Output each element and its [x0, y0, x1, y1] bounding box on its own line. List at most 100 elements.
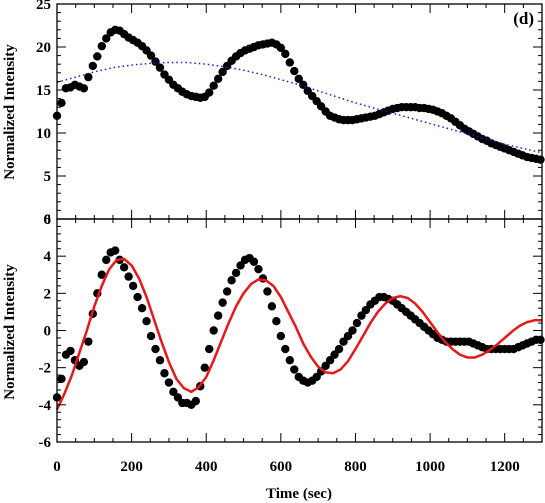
bottom-data-point	[164, 378, 174, 387]
top-data-point	[79, 84, 89, 93]
bottom-data-point	[285, 356, 294, 365]
bottom-data-point	[119, 263, 129, 272]
top-y-ticks: 0 5 10 15 20 25	[36, 0, 542, 228]
top-data-point	[205, 88, 214, 97]
bottom-y-ticks: -6 -4 -2 0 2 4 6	[39, 212, 542, 451]
bottom-data-point	[160, 369, 169, 378]
bottom-y-tick-label: -6	[39, 435, 52, 451]
top-data-point	[536, 155, 545, 164]
top-data-point	[93, 52, 102, 61]
bottom-data-point	[290, 365, 299, 374]
bottom-data-point	[227, 276, 236, 285]
bottom-data-point	[142, 317, 151, 326]
top-data-point	[146, 51, 156, 60]
bottom-data-point	[111, 246, 120, 255]
bottom-data-point	[254, 264, 263, 274]
x-tick-label: 0	[53, 459, 61, 475]
bottom-data-point	[312, 372, 321, 382]
x-tick-label: 1200	[490, 459, 520, 475]
top-y-tick-label: 10	[36, 126, 51, 142]
bottom-data-point	[128, 281, 138, 291]
bottom-y-tick-label: -4	[39, 398, 52, 414]
x-tick-label: 200	[120, 459, 143, 475]
bottom-data-point	[191, 396, 200, 406]
bottom-data-point	[352, 318, 362, 328]
bottom-data-point	[218, 298, 227, 307]
top-data-point	[88, 61, 98, 71]
bottom-data-point	[357, 311, 366, 320]
bottom-data-point	[276, 331, 286, 341]
top-data-point	[57, 98, 66, 108]
top-data-point	[102, 34, 111, 43]
bottom-data-point	[57, 374, 66, 384]
top-data-point	[84, 72, 93, 82]
bottom-data-point	[205, 344, 214, 354]
bottom-data-point	[146, 331, 156, 341]
x-tick-label: 400	[195, 459, 218, 475]
bottom-data-point	[102, 255, 111, 265]
x-axis-title: Time (sec)	[266, 486, 332, 502]
top-data-point	[276, 43, 286, 53]
bottom-data-point	[321, 361, 330, 371]
bottom-plot-frame	[56, 218, 543, 443]
bottom-data-point	[151, 344, 160, 354]
top-y-tick-label: 0	[44, 212, 52, 228]
bottom-panel: -6 -4 -2 0 2 4 6 0 200 400 600 800 1000 1200 Time (s…	[2, 212, 545, 502]
top-y-tick-label: 5	[44, 169, 52, 185]
bottom-x-ticks: 0 200 400 600 800 1000 1200	[53, 219, 543, 475]
top-data-point	[155, 63, 165, 72]
top-x-ticks	[56, 4, 543, 219]
bottom-data-point	[155, 356, 165, 365]
top-data-point	[285, 58, 294, 67]
bottom-data-point	[213, 311, 223, 320]
bottom-data-point	[231, 268, 241, 278]
bottom-data-point	[343, 331, 353, 341]
top-data-point	[218, 67, 227, 77]
bottom-data-point	[84, 337, 93, 346]
bottom-data-point	[173, 393, 183, 402]
bottom-fit-curve	[55, 257, 542, 411]
top-data-point	[294, 74, 303, 84]
top-data-point	[97, 41, 106, 51]
top-y-tick-label: 20	[36, 40, 51, 56]
bottom-data-point	[330, 350, 339, 359]
bottom-data-point	[222, 287, 232, 296]
top-data-point	[290, 66, 299, 76]
bottom-data-point	[348, 326, 357, 335]
bottom-data-point	[272, 317, 281, 326]
bottom-y-tick-label: 2	[44, 286, 52, 302]
bottom-data-point	[133, 292, 142, 302]
top-data-point	[151, 57, 160, 66]
bottom-data-point	[281, 344, 290, 354]
bottom-data-point	[236, 261, 245, 270]
bottom-data-point	[66, 346, 75, 356]
bottom-y-tick-label: 4	[44, 249, 52, 265]
bottom-data-point	[124, 272, 133, 281]
bottom-data-point	[200, 363, 209, 372]
bottom-data-point	[267, 302, 277, 311]
bottom-data-point	[97, 270, 106, 279]
bottom-data-point	[361, 305, 371, 315]
bottom-data-point	[263, 287, 272, 296]
bottom-data-point	[334, 344, 344, 354]
bottom-data-point	[325, 356, 335, 365]
bottom-data-point	[339, 337, 348, 346]
bottom-data-point	[249, 257, 259, 266]
top-data-point	[281, 49, 290, 59]
bottom-y-tick-label: 6	[44, 212, 52, 228]
bottom-data-point	[137, 304, 147, 313]
x-tick-label: 1000	[415, 459, 445, 475]
panel-label: (d)	[513, 9, 534, 28]
top-data-points	[52, 25, 545, 164]
top-y-tick-label: 25	[36, 0, 51, 13]
bottom-data-point	[169, 387, 178, 397]
bottom-data-points	[52, 246, 545, 410]
bottom-y-tick-label: -2	[39, 361, 52, 377]
top-data-point	[213, 74, 223, 84]
bottom-data-point	[536, 335, 545, 344]
top-panel: 0 5 10 15 20 25 (d) Normalized Intensity	[2, 0, 545, 228]
bottom-data-point	[209, 326, 218, 335]
x-tick-label: 800	[344, 459, 367, 475]
top-data-point	[209, 81, 218, 90]
